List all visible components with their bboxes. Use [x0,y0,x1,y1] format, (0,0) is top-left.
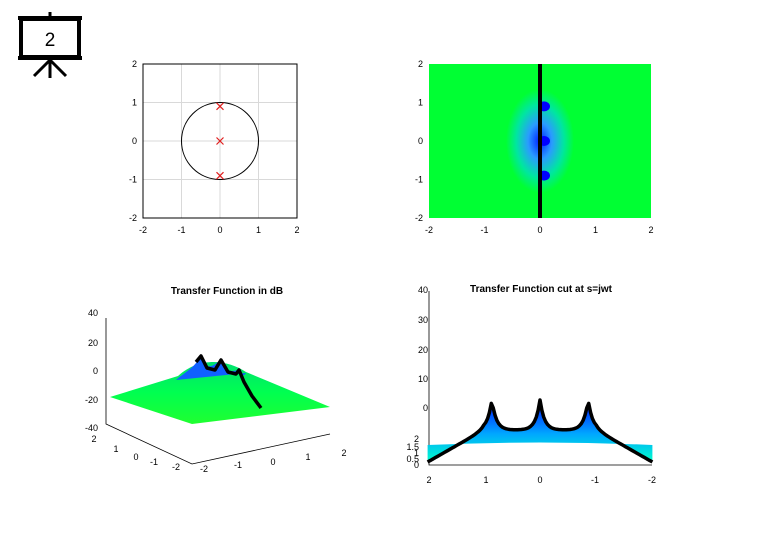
z-tick-label: -40 [85,423,98,433]
y-tick-label: -1 [150,457,158,467]
magnitude-heatmap-chart: -2 -1 0 1 2 -2 -1 0 1 2 [415,59,654,235]
x-tick-label: -2 [200,464,208,474]
x-tick-label: 2 [426,475,431,485]
x-tick-label: 1 [256,225,261,235]
y-tick-label: 1.5 [406,442,419,452]
plot-frame [142,63,298,219]
y-tick-label: 1 [132,98,137,108]
z-tick-label: 10 [418,374,428,384]
chart-title: Transfer Function in dB [171,286,283,297]
y-tick-label: 1 [418,98,423,108]
x-tick-label: 0 [537,225,542,235]
y-tick-label: 1 [414,448,419,458]
3d-axes-box [105,318,331,465]
pole-marker [216,137,224,145]
y-tick-label: -2 [415,213,423,223]
cut-surface [427,400,653,462]
chart-title: Transfer Function cut at s=jwt [470,284,613,295]
x-tick-labels: -2 -1 0 1 2 [200,448,347,474]
y-tick-label: -1 [129,175,137,185]
projector-screen-icon [18,12,82,78]
surface-mesh [110,362,330,424]
x-tick-labels: 2 1 0 -1 -2 [426,475,656,485]
x-tick-label: 2 [341,448,346,458]
x-tick-label: 0 [270,457,275,467]
pole-marker [216,102,224,111]
y-tick-labels: -2 -1 0 1 2 [129,59,137,223]
y-tick-label: 0 [133,452,138,462]
x-tick-label: -1 [234,460,242,470]
pole-markers [216,102,224,180]
x-tick-label: 2 [648,225,653,235]
3d-axes-box [428,291,652,466]
y-tick-label: -2 [129,213,137,223]
x-tick-labels: -2 -1 0 1 2 [139,225,300,235]
x-tick-label: -2 [139,225,147,235]
x-tick-label: -1 [480,225,488,235]
z-tick-label: -20 [85,395,98,405]
z-tick-label: 0 [423,403,428,413]
y-tick-label: -1 [415,175,423,185]
y-tick-label: 2 [418,59,423,69]
z-tick-labels: 40 30 20 10 0 [418,285,428,413]
unit-circle [181,102,259,180]
z-tick-label: 40 [88,308,98,318]
x-tick-label: 2 [294,225,299,235]
y-tick-labels: -2 -1 0 1 2 [415,59,423,223]
y-tick-label: 1 [113,444,118,454]
z-tick-label: 40 [418,285,428,295]
x-tick-labels: -2 -1 0 1 2 [425,225,654,235]
z-tick-label: 30 [418,315,428,325]
x-tick-label: 0 [537,475,542,485]
x-tick-label: -2 [648,475,656,485]
x-tick-label: 0 [217,225,222,235]
y-tick-label: -2 [172,462,180,472]
x-tick-label: 1 [483,475,488,485]
y-tick-label: 2 [414,434,419,444]
y-tick-label: 0 [414,460,419,470]
z-tick-labels: 40 20 0 -20 -40 [85,308,98,433]
x-tick-label: -1 [591,475,599,485]
y-tick-label: 0.5 [406,454,419,464]
jw-cut-curve [194,354,263,410]
y-tick-label: 2 [91,434,96,444]
y-tick-label: 2 [132,59,137,69]
y-tick-labels: 21.510.50 [406,434,419,470]
pole-marker [216,171,224,180]
jw-cut-curve [426,398,654,464]
x-tick-label: 1 [305,452,310,462]
z-tick-label: 20 [88,338,98,348]
pole-zero-chart: -2 -1 0 1 2 -2 -1 0 1 2 [129,59,300,235]
slide-number: 2 [45,30,56,51]
y-tick-label: 0 [418,136,423,146]
transfer-function-cut-chart: Transfer Function cut at s=jwt 403020100… [406,284,656,485]
x-tick-label: -2 [425,225,433,235]
z-tick-label: 20 [418,345,428,355]
z-tick-label: 0 [93,366,98,376]
y-tick-label: 0 [132,136,137,146]
y-tick-labels: 2 1 0 -1 -2 [91,434,180,472]
x-tick-label: 1 [593,225,598,235]
x-tick-label: -1 [177,225,185,235]
